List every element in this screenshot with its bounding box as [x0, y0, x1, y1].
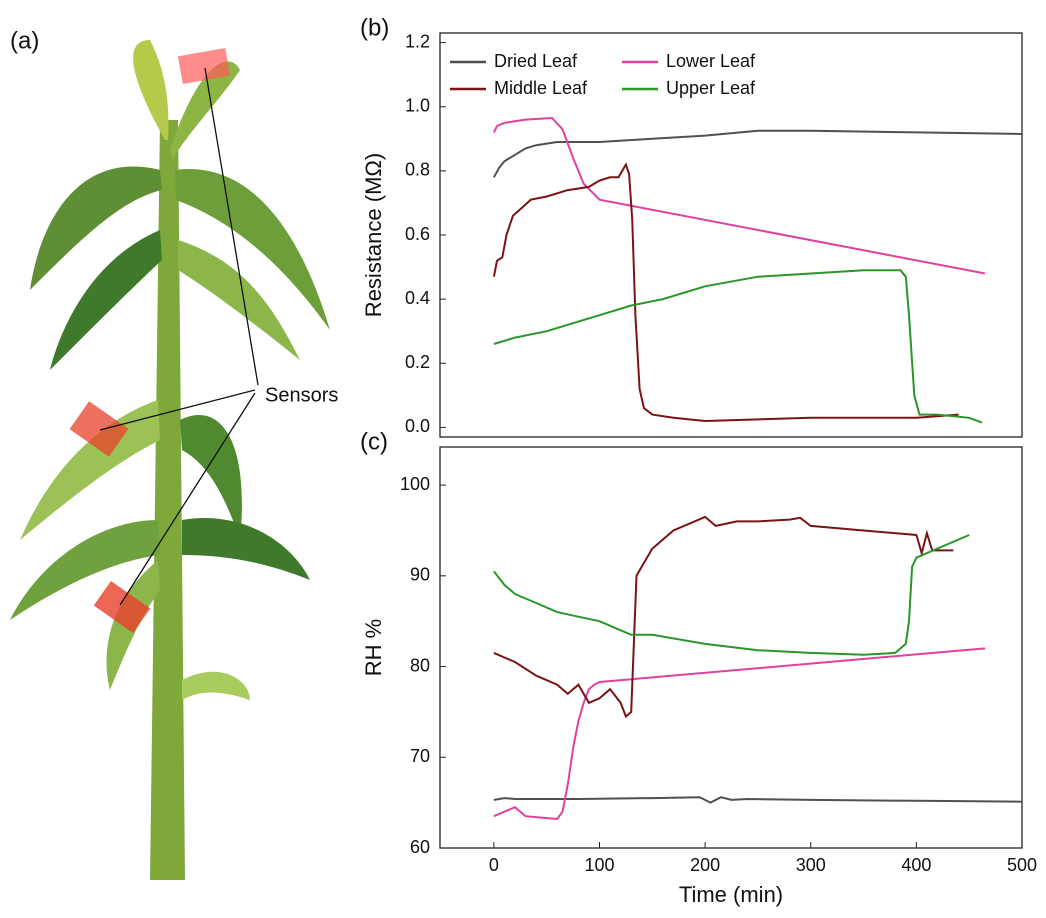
x-tick-label: 400: [901, 855, 931, 875]
x-tick-label: 100: [584, 855, 614, 875]
leaf: [182, 671, 250, 700]
panel-label: (a): [10, 27, 39, 54]
y-tick-label: 0.4: [405, 288, 430, 308]
legend-label: Dried Leaf: [494, 51, 578, 71]
sensor-pointer: [99, 67, 259, 606]
leaf: [50, 230, 162, 370]
y-tick-label: 0.0: [405, 416, 430, 436]
y-tick-label: 1.2: [405, 31, 430, 51]
y-tick-label: 60: [410, 837, 430, 857]
legend-label: Middle Leaf: [494, 78, 588, 98]
y-tick-label: 90: [410, 565, 430, 585]
x-axis-title: Time (min): [679, 882, 783, 907]
x-tick-label: 200: [690, 855, 720, 875]
plot-frame: [439, 446, 1023, 849]
sensor: [93, 580, 151, 634]
series-line: [493, 796, 1023, 804]
x-tick-label: 300: [796, 855, 826, 875]
series-line: [493, 647, 986, 821]
y-tick-label: 0.8: [405, 160, 430, 180]
x-tick-label: 500: [1007, 855, 1037, 875]
legend-label: Upper Leaf: [666, 78, 756, 98]
leaf: [178, 240, 300, 360]
leaf: [182, 518, 310, 580]
y-tick-label: 0.2: [405, 352, 430, 372]
series-line: [492, 162, 959, 423]
leaf: [170, 61, 240, 160]
sensor: [69, 401, 129, 457]
leaf: [10, 520, 160, 620]
series-line: [493, 534, 970, 656]
leaf: [180, 415, 242, 540]
plant-illustration: (a) Sensors: [10, 27, 338, 880]
panel-label: (b): [360, 14, 389, 41]
panel-label: (c): [360, 428, 388, 455]
sensor: [177, 48, 231, 84]
x-tick-label: 0: [489, 855, 499, 875]
series-line: [493, 269, 983, 424]
leaf: [20, 400, 160, 540]
annotation: Sensors: [265, 384, 338, 406]
leaf: [133, 40, 169, 140]
leaf: [175, 169, 330, 330]
series-line: [493, 116, 986, 275]
leaf: [30, 166, 162, 290]
y-tick-label: 70: [410, 746, 430, 766]
y-axis-title: RH %: [361, 619, 386, 676]
y-tick-label: 1.0: [405, 95, 430, 115]
series-line: [493, 129, 1023, 178]
y-tick-label: 100: [400, 474, 430, 494]
y-axis-title: Resistance (MΩ): [361, 153, 386, 317]
series-line: [493, 515, 954, 719]
stem: [150, 120, 185, 880]
y-tick-label: 0.6: [405, 224, 430, 244]
y-tick-label: 80: [410, 655, 430, 675]
legend-label: Lower Leaf: [666, 51, 756, 71]
